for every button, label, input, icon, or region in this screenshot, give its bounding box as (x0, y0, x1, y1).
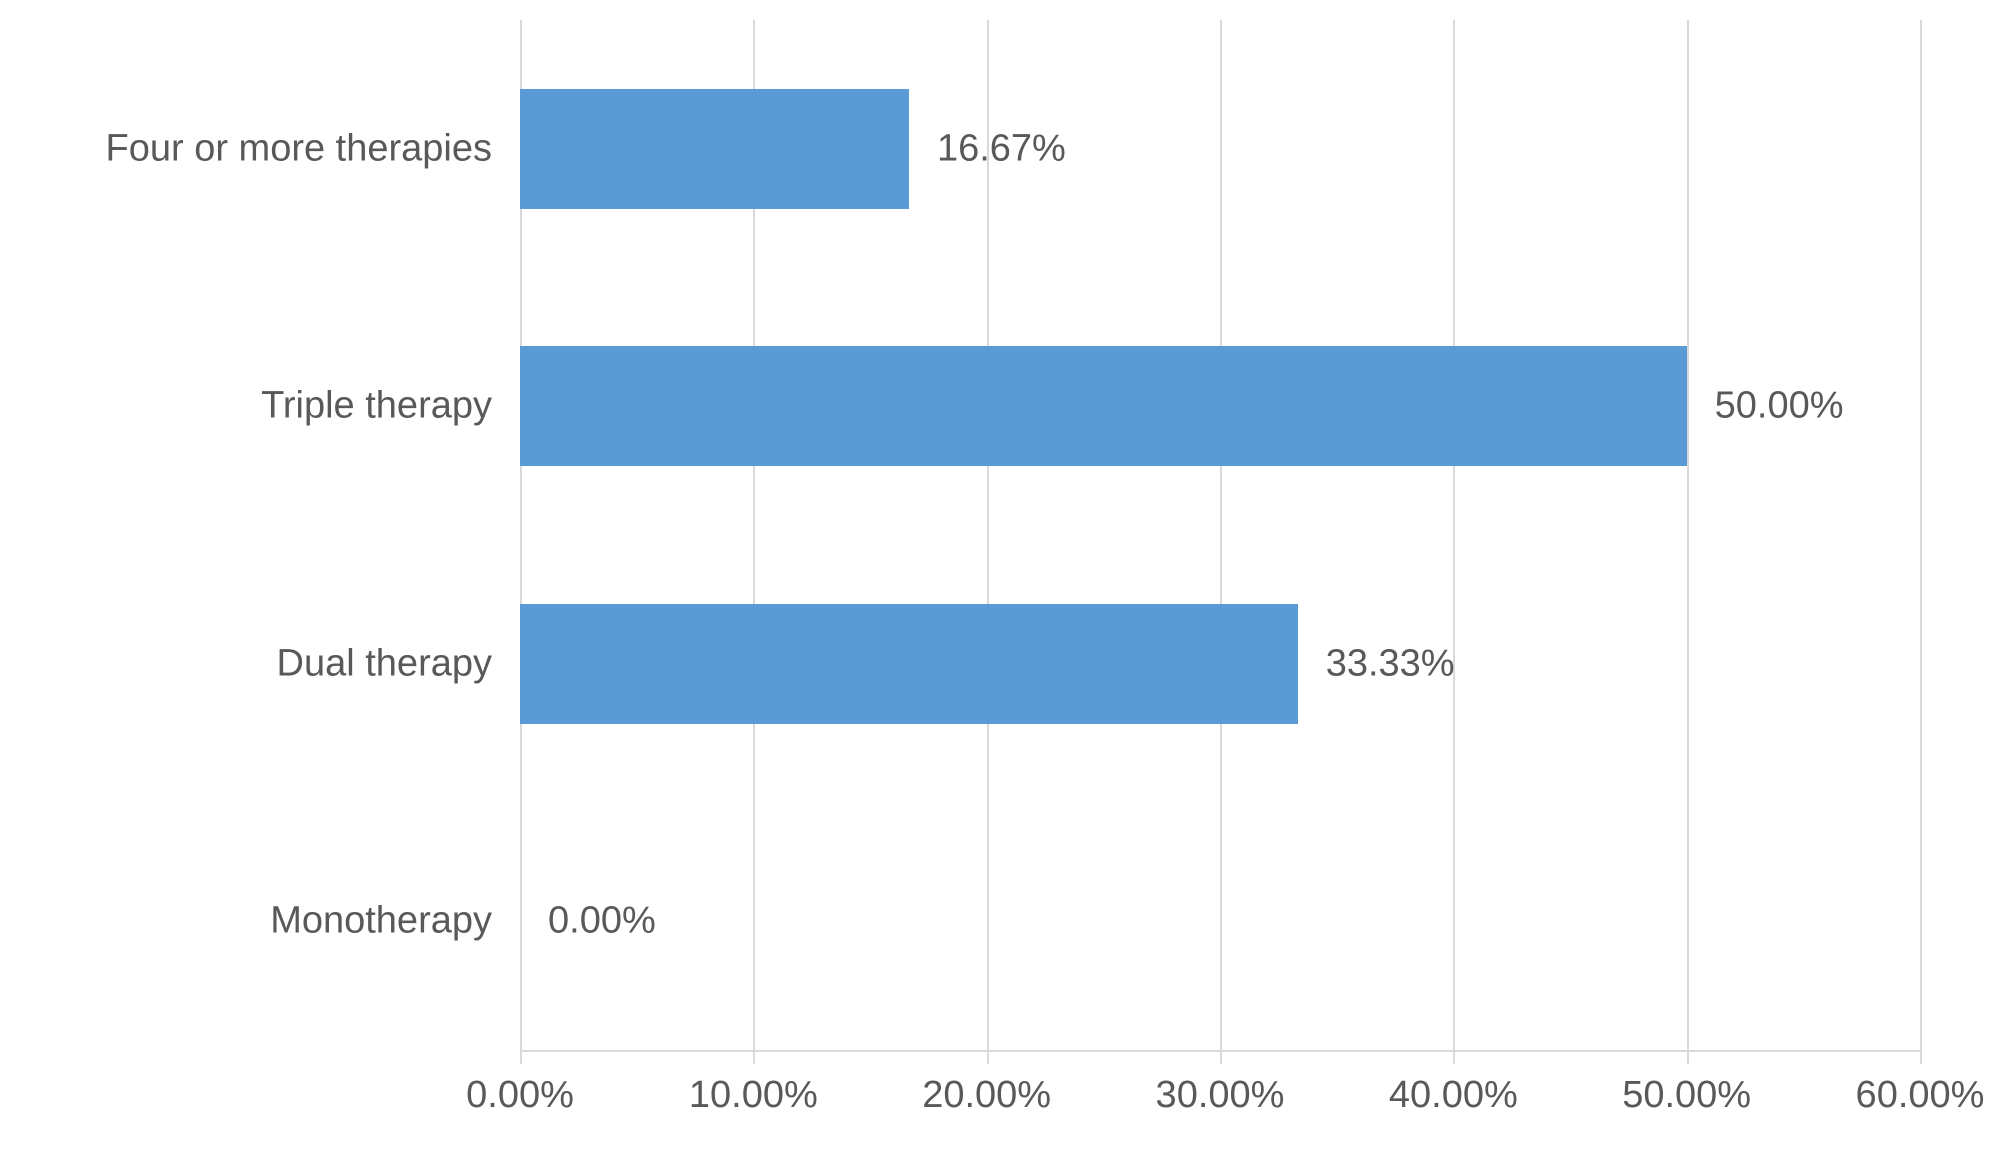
bar-data-label: 0.00% (548, 900, 656, 943)
therapy-bar-chart: 0.00% 10.00% 20.00% 30.00% 40.00% 50.00% 60.00… (0, 0, 2008, 1157)
x-tick-mark (520, 1050, 522, 1064)
x-gridline (1453, 20, 1455, 1050)
x-gridline (1687, 20, 1689, 1050)
bar-data-label: 16.67% (937, 127, 1066, 170)
x-tick-mark (1220, 1050, 1222, 1064)
bar (520, 604, 1298, 724)
y-category-label: Monotherapy (270, 900, 492, 943)
y-category-label: Triple therapy (261, 385, 492, 428)
x-gridline (987, 20, 989, 1050)
x-axis-line (520, 1050, 1920, 1052)
bar (520, 89, 909, 209)
x-tick-label: 40.00% (1389, 1074, 1518, 1117)
x-tick-label: 10.00% (689, 1074, 818, 1117)
x-tick-mark (987, 1050, 989, 1064)
x-tick-label: 60.00% (1856, 1074, 1985, 1117)
x-tick-mark (1453, 1050, 1455, 1064)
x-tick-mark (753, 1050, 755, 1064)
plot-area: 0.00%10.00%20.00%30.00%40.00%50.00%60.00… (520, 20, 1920, 1050)
x-tick-label: 0.00% (466, 1074, 574, 1117)
x-gridline (1920, 20, 1922, 1050)
x-tick-label: 50.00% (1622, 1074, 1751, 1117)
bar (520, 346, 1687, 466)
x-tick-mark (1687, 1050, 1689, 1064)
y-category-label: Dual therapy (277, 642, 492, 685)
x-tick-mark (1920, 1050, 1922, 1064)
bar-data-label: 33.33% (1326, 642, 1455, 685)
y-category-label: Four or more therapies (106, 127, 493, 170)
bar-data-label: 50.00% (1715, 385, 1844, 428)
x-gridline (1220, 20, 1222, 1050)
x-tick-label: 30.00% (1156, 1074, 1285, 1117)
x-tick-label: 20.00% (922, 1074, 1051, 1117)
